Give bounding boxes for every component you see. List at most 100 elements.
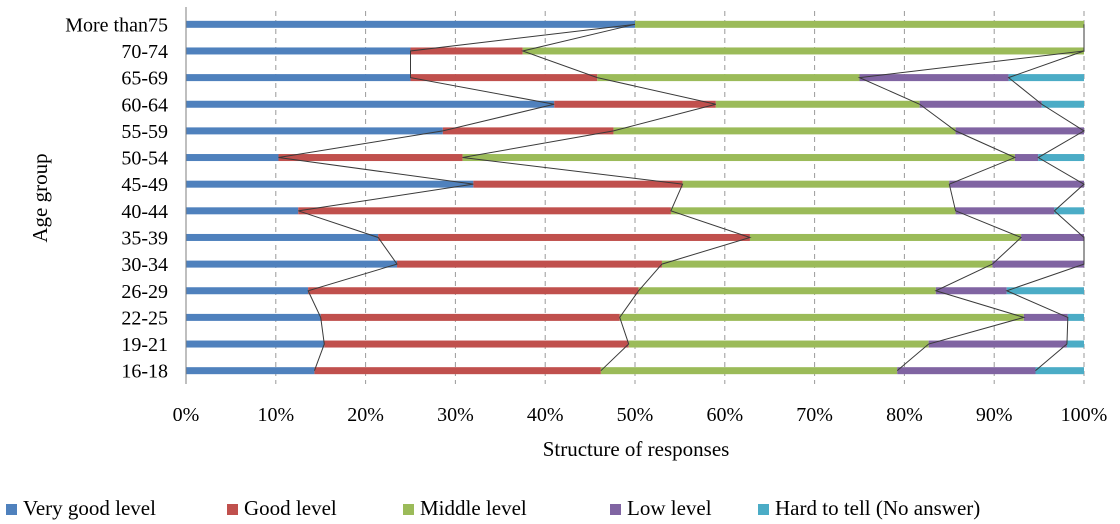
bar-segment bbox=[186, 127, 443, 134]
bar-segment bbox=[298, 207, 671, 214]
bar-segment bbox=[186, 261, 397, 268]
x-tick-label: 30% bbox=[437, 404, 474, 426]
y-category-label: 40-44 bbox=[121, 201, 168, 223]
x-tick-label: 90% bbox=[976, 404, 1013, 426]
y-axis-title: Age group bbox=[28, 153, 52, 242]
bar-segment bbox=[683, 181, 950, 188]
bar-segment bbox=[620, 314, 1024, 321]
bar-segment bbox=[1015, 154, 1038, 161]
y-category-label: 35-39 bbox=[121, 227, 168, 249]
bar-segment bbox=[1009, 74, 1084, 81]
legend-label: Low level bbox=[627, 496, 712, 520]
bar-segment bbox=[186, 154, 278, 161]
bar-segment bbox=[1042, 101, 1084, 108]
bar-segment bbox=[1038, 154, 1084, 161]
y-category-label: 45-49 bbox=[121, 174, 168, 196]
x-tick-label: 60% bbox=[706, 404, 743, 426]
x-tick-label: 0% bbox=[173, 404, 200, 426]
y-category-label: More than75 bbox=[65, 14, 168, 36]
bar-segment bbox=[321, 314, 620, 321]
x-axis-title: Structure of responses bbox=[543, 437, 730, 461]
bar-segment bbox=[750, 234, 1021, 241]
bar-segment bbox=[936, 287, 1007, 294]
legend-swatch bbox=[227, 504, 238, 515]
legend-item: Very good level bbox=[6, 496, 156, 520]
y-category-label: 22-25 bbox=[121, 307, 168, 329]
legend-item: Middle level bbox=[403, 496, 527, 520]
bar-segment bbox=[186, 314, 321, 321]
bar-segment bbox=[186, 207, 298, 214]
bar-segment bbox=[956, 207, 1055, 214]
bar-segment bbox=[278, 154, 462, 161]
bar-segment bbox=[1007, 287, 1084, 294]
bar-segment bbox=[671, 207, 956, 214]
legend-label: Middle level bbox=[420, 496, 527, 520]
bar-segment bbox=[186, 181, 473, 188]
bar-segment bbox=[629, 341, 929, 348]
legend: Very good level Good level Middle level Low… bbox=[6, 496, 980, 520]
bar-segment bbox=[324, 341, 628, 348]
bar-segment bbox=[186, 367, 314, 374]
bar-segment bbox=[949, 181, 1084, 188]
x-tick-label: 70% bbox=[796, 404, 833, 426]
legend-swatch bbox=[610, 504, 621, 515]
bar-segment bbox=[992, 261, 1084, 268]
bar-segment bbox=[314, 367, 600, 374]
bar-segment bbox=[186, 287, 308, 294]
y-category-label: 70-74 bbox=[121, 41, 168, 63]
bar-segment bbox=[463, 154, 1015, 161]
y-category-label: 16-18 bbox=[121, 361, 168, 383]
bar-segment bbox=[308, 287, 638, 294]
bar-segment bbox=[186, 341, 324, 348]
bar-segment bbox=[929, 341, 1067, 348]
bar-segment bbox=[920, 101, 1042, 108]
x-tick-label: 20% bbox=[347, 404, 384, 426]
bar-segment bbox=[1067, 341, 1084, 348]
legend-item: Hard to tell (No answer) bbox=[758, 496, 980, 520]
legend-label: Very good level bbox=[23, 496, 156, 520]
bar-segment bbox=[597, 74, 859, 81]
bar-segment bbox=[1021, 234, 1084, 241]
x-tick-label: 40% bbox=[527, 404, 564, 426]
bar-segment bbox=[186, 21, 635, 28]
bar-segment bbox=[639, 287, 936, 294]
y-category-label: 65-69 bbox=[121, 68, 168, 90]
bar-segment bbox=[662, 261, 992, 268]
y-category-label: 19-21 bbox=[121, 334, 168, 356]
bar-segment bbox=[378, 234, 750, 241]
y-category-label: 55-59 bbox=[121, 121, 168, 143]
legend-item: Low level bbox=[610, 496, 712, 520]
bar-segment bbox=[554, 101, 716, 108]
bar-segment bbox=[956, 127, 1084, 134]
bar-segment bbox=[716, 101, 920, 108]
bar-segment bbox=[186, 47, 411, 54]
bar-segment bbox=[523, 47, 1084, 54]
bar-segment bbox=[635, 21, 1084, 28]
legend-item: Good level bbox=[227, 496, 337, 520]
legend-label: Hard to tell (No answer) bbox=[775, 496, 980, 520]
y-category-label: 50-54 bbox=[121, 148, 168, 170]
bar-segment bbox=[443, 127, 614, 134]
legend-label: Good level bbox=[244, 496, 337, 520]
bar-segment bbox=[1054, 207, 1084, 214]
bar-segment bbox=[186, 234, 378, 241]
bar-segment bbox=[186, 101, 554, 108]
x-tick-labels: 0% 10% 20% 30% 40% 50% 60% 70% 80% 90% 100% bbox=[173, 404, 1108, 426]
y-category-label: 30-34 bbox=[121, 254, 168, 276]
y-category-label: 26-29 bbox=[121, 281, 168, 303]
bar-segment bbox=[1068, 314, 1084, 321]
x-tick-label: 100% bbox=[1061, 404, 1108, 426]
x-tick-label: 50% bbox=[617, 404, 654, 426]
bar-segment bbox=[613, 127, 955, 134]
bar-segment bbox=[411, 74, 598, 81]
bar-segment bbox=[473, 181, 682, 188]
bar-segment bbox=[186, 74, 411, 81]
x-tick-label: 10% bbox=[257, 404, 294, 426]
legend-swatch bbox=[6, 504, 17, 515]
bar-segment bbox=[601, 367, 897, 374]
y-category-label: 60-64 bbox=[121, 94, 168, 116]
bar-segment bbox=[1036, 367, 1084, 374]
y-category-labels: More than75 70-74 65-69 60-64 55-59 50-54 45-4… bbox=[65, 14, 168, 382]
x-tick-label: 80% bbox=[886, 404, 923, 426]
